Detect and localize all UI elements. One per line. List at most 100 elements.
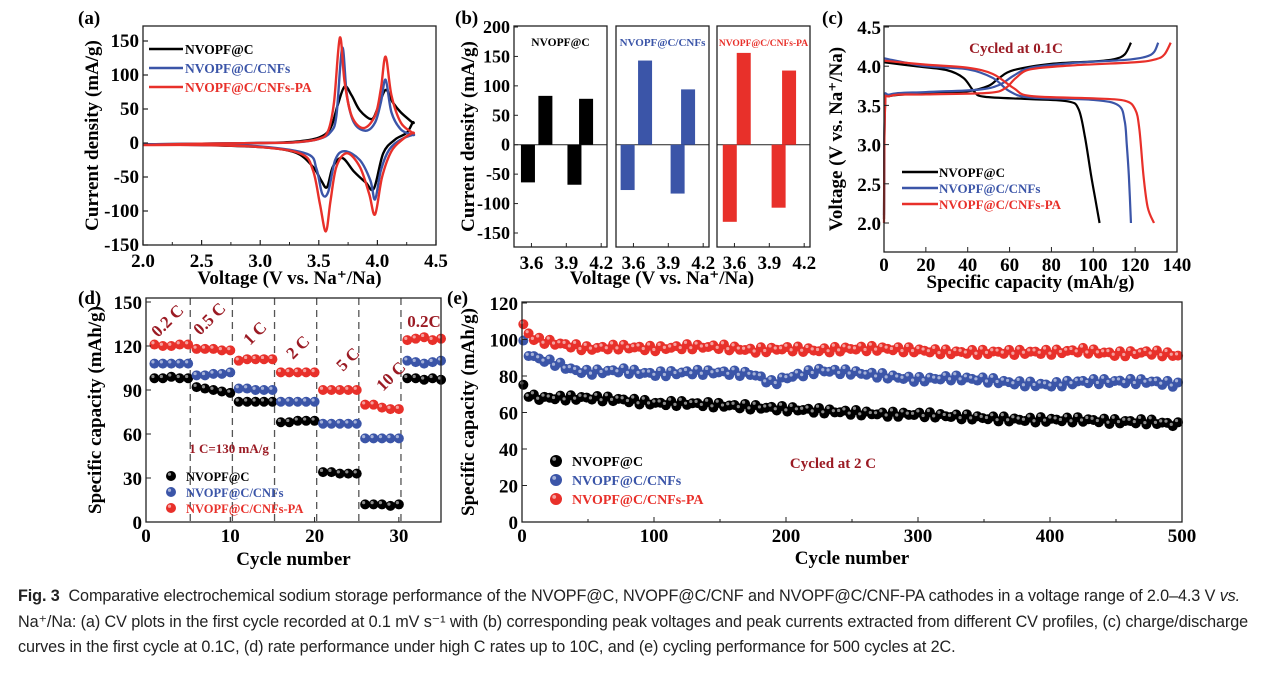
data-point-highlight	[652, 399, 656, 403]
data-point-highlight	[995, 348, 999, 352]
x-tick-label: 30	[389, 526, 408, 547]
data-point-highlight	[789, 403, 793, 408]
data-point-highlight	[1095, 350, 1099, 354]
data-point-highlight	[699, 344, 703, 348]
data-point-highlight	[847, 345, 851, 349]
data-point	[149, 339, 160, 350]
data-point-highlight	[210, 386, 214, 390]
data-point-highlight	[873, 411, 878, 415]
data-point-highlight	[319, 386, 324, 390]
data-point-highlight	[615, 346, 619, 350]
data-point-highlight	[378, 501, 383, 505]
data-point-highlight	[1042, 418, 1047, 422]
data-point-highlight	[710, 404, 714, 408]
data-point-highlight	[378, 435, 383, 439]
data-point-highlight	[336, 470, 340, 474]
data-point-highlight	[1027, 348, 1031, 352]
data-point-highlight	[1011, 415, 1015, 419]
data-point-highlight	[741, 400, 746, 404]
data-point-highlight	[594, 344, 598, 348]
data-point-highlight	[604, 346, 608, 350]
data-point-highlight	[1085, 415, 1089, 420]
x-tick-label: 300	[904, 526, 933, 547]
data-point-highlight	[800, 373, 804, 377]
data-point-highlight	[269, 398, 273, 402]
data-point-highlight	[620, 364, 624, 369]
data-point-highlight	[1122, 417, 1126, 421]
bar-2-1	[736, 52, 751, 145]
y-tick-label: 0	[133, 513, 143, 534]
data-point-highlight	[578, 346, 582, 351]
data-point-highlight	[1058, 383, 1062, 387]
legend-marker-1	[166, 487, 176, 497]
data-point-highlight	[404, 374, 408, 379]
y-tick-label: 120	[114, 337, 143, 358]
data-point-highlight	[1021, 350, 1026, 354]
data-point-highlight	[689, 371, 693, 375]
x-tick-label: 500	[1168, 526, 1197, 547]
rate-label: 0.2 C	[147, 301, 187, 341]
legend-label: NVOPF@C/CNFs-PA	[939, 197, 1062, 212]
legend-label: NVOPF@C/CNFs	[186, 486, 284, 500]
cv-curve-1	[142, 46, 416, 201]
data-point-highlight	[615, 369, 619, 373]
data-point-highlight	[673, 342, 677, 346]
data-point	[351, 468, 362, 479]
data-point-highlight	[1153, 420, 1158, 424]
data-point-highlight	[625, 345, 630, 349]
data-point-highlight	[879, 409, 883, 413]
data-point-highlight	[620, 341, 624, 345]
rate-label: 0.2C	[407, 312, 441, 331]
data-point-highlight	[694, 341, 698, 345]
data-point-highlight	[615, 395, 619, 399]
data-point-highlight	[815, 365, 820, 369]
data-point	[225, 367, 236, 378]
data-point-highlight	[699, 371, 703, 375]
data-point-highlight	[831, 366, 835, 370]
data-point-highlight	[567, 344, 571, 348]
data-point-highlight	[757, 373, 762, 377]
x-tick-label: 3.0	[248, 251, 272, 272]
data-point-highlight	[1016, 346, 1020, 350]
data-point-highlight	[1122, 379, 1126, 384]
data-point-highlight	[362, 401, 366, 405]
data-point-highlight	[159, 374, 163, 379]
data-point-highlight	[974, 377, 978, 381]
data-point-highlight	[932, 345, 936, 350]
y-tick-label: 100	[483, 76, 510, 96]
data-point-highlight	[805, 344, 809, 349]
y-axis-label: Voltage (V vs. Na⁺/Na)	[826, 47, 847, 231]
data-point-highlight	[889, 372, 894, 376]
data-point-highlight	[741, 368, 746, 372]
data-point-highlight	[541, 340, 545, 344]
data-point-highlight	[958, 377, 962, 381]
data-point-highlight	[636, 401, 640, 405]
data-point-highlight	[353, 420, 357, 424]
data-point-highlight	[646, 369, 651, 373]
data-point-highlight	[641, 396, 645, 400]
data-point-highlight	[652, 372, 656, 376]
data-point-highlight	[631, 366, 635, 370]
data-point	[518, 319, 529, 330]
data-point-highlight	[752, 349, 756, 353]
data-point-highlight	[942, 372, 946, 376]
data-point-highlight	[852, 346, 857, 350]
data-point-highlight	[789, 373, 793, 377]
plot-frame	[145, 297, 442, 523]
data-point-highlight	[599, 398, 603, 402]
data-point-highlight	[969, 346, 973, 350]
data-point-highlight	[1048, 415, 1052, 419]
bar-2-0	[722, 144, 737, 222]
data-point	[233, 355, 244, 366]
data-point-highlight	[821, 410, 825, 414]
data-point-highlight	[1148, 416, 1152, 420]
data-point-highlight	[277, 398, 281, 402]
x-tick-label: 4.2	[589, 253, 613, 274]
x-tick-label: 4.0	[366, 251, 390, 272]
data-point-highlight	[395, 405, 399, 409]
subplot-frame	[716, 25, 811, 248]
data-point-highlight	[794, 370, 798, 374]
data-point-highlight	[536, 355, 540, 359]
data-point-highlight	[594, 392, 598, 396]
data-point-highlight	[1085, 350, 1089, 354]
